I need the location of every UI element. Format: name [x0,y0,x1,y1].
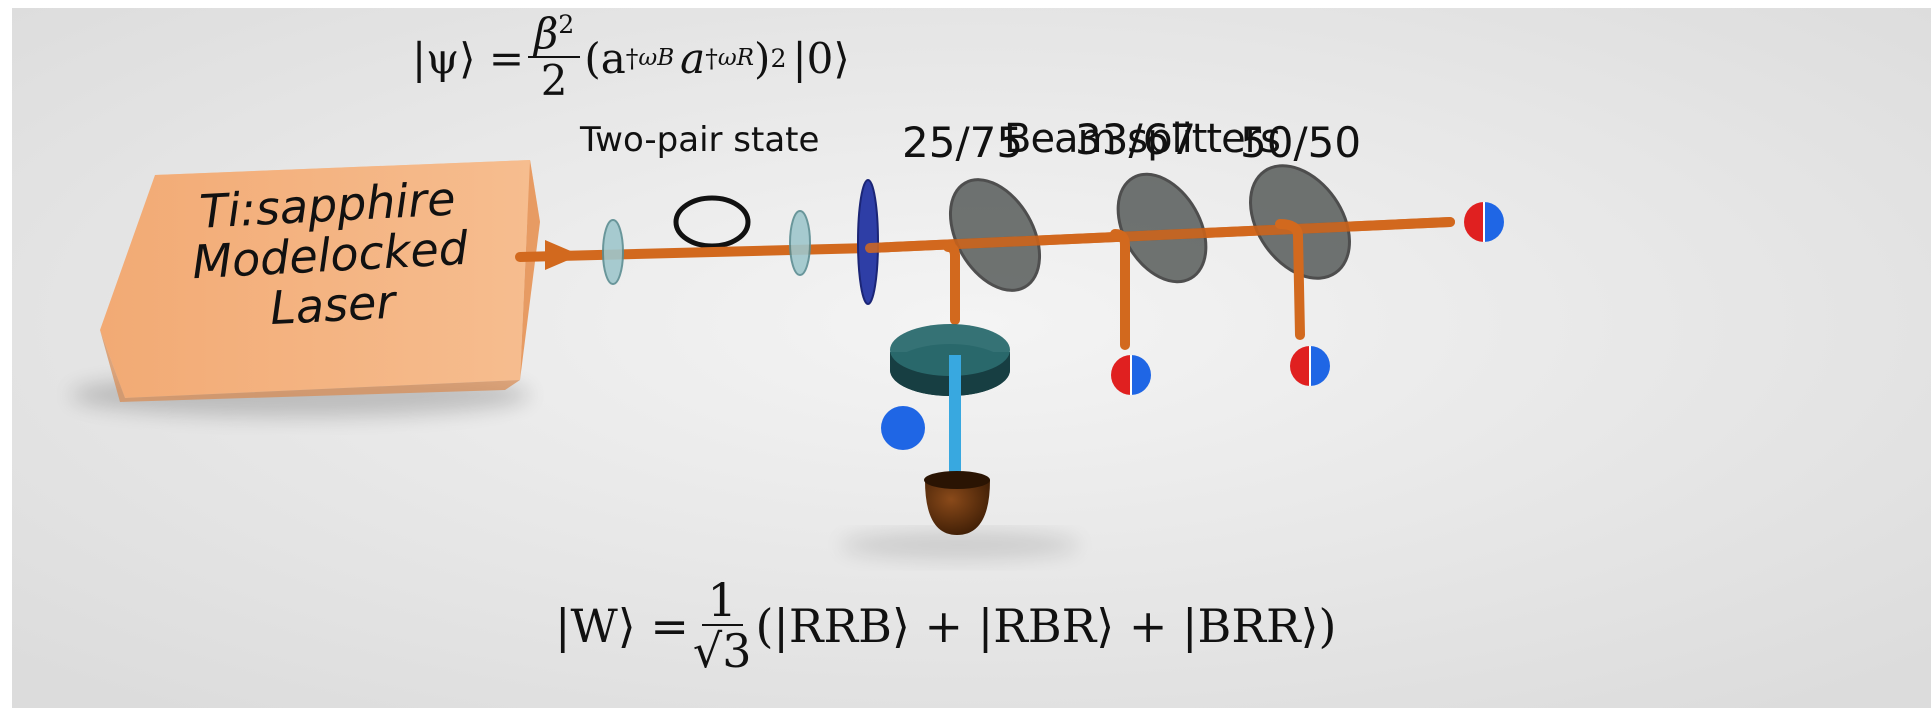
photon-blue [881,406,925,450]
w-frac-den: √3 [693,626,752,677]
psi-power: 2 [770,44,786,73]
filter-plate [858,180,878,304]
psi-frac-num-sup: 2 [558,10,574,39]
ratio-label-50-50: 50/50 [1240,118,1361,167]
w-fraction: 1 √3 [693,576,752,677]
lens-2 [790,211,810,275]
psi-frac-num: β [534,9,558,58]
psi-dagger-2: † [705,44,718,73]
psi-sub-b: ωB [638,45,674,71]
psi-sub-r: ωR [718,45,754,71]
photon-pair-end [1464,202,1504,242]
w-frac-num: 1 [702,576,743,626]
psi-fraction: β2 2 [528,12,580,104]
detector-shadow [840,531,1080,559]
ratio-label-33-67: 33/67 [1075,115,1196,164]
equation-two-pair-state: |ψ⟩ = β2 2 (a † ωB a † ωR) 2 |0⟩ [412,12,850,104]
psi-frac-den: 2 [541,58,568,104]
psi-open: (a [584,34,625,83]
two-pair-state-label: Two-pair state [580,120,819,160]
photon-pair-branch-3 [1290,346,1330,386]
laser-label: Ti:sapphire Modelocked Laser [146,171,513,340]
w-rhs: (|RRB⟩ + |RBR⟩ + |BRR⟩) [755,599,1336,653]
equation-w-state: |W⟩ = 1 √3 (|RRB⟩ + |RBR⟩ + |BRR⟩) [555,576,1337,677]
psi-lhs: |ψ⟩ = [412,34,524,83]
psi-a2: a [680,34,705,83]
lens-1 [603,220,623,284]
psi-dagger-1: † [626,44,639,73]
w-lhs: |W⟩ = [555,599,689,653]
photon-pair-branch-2 [1111,355,1151,395]
psi-close: ) [754,34,770,83]
psi-ket0: |0⟩ [792,34,849,83]
